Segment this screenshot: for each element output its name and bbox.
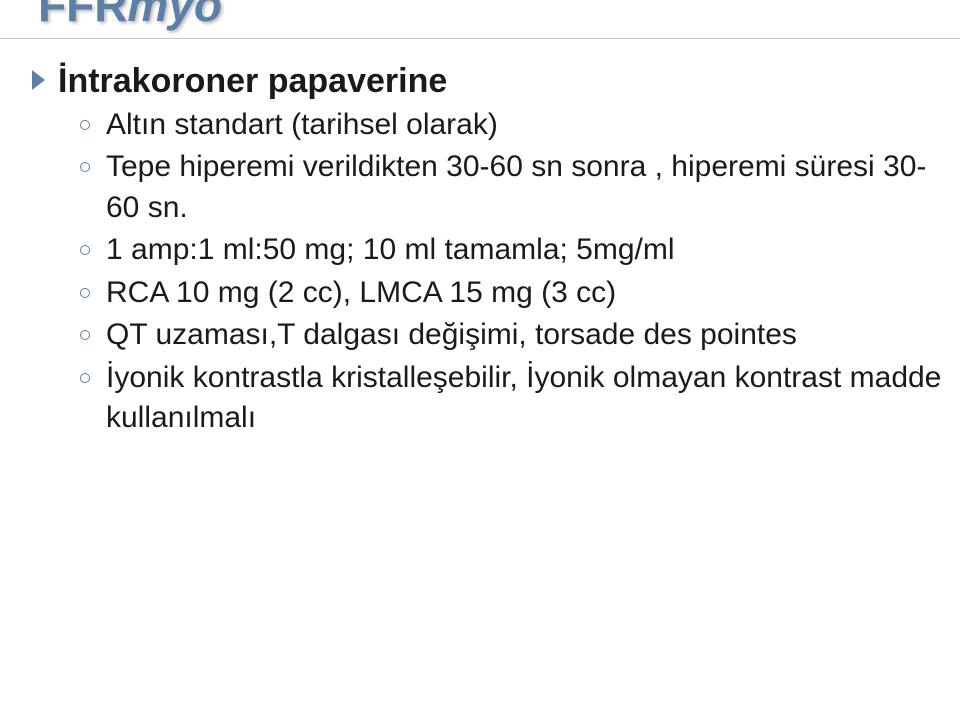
bullet-l2-text: 1 amp:1 ml:50 mg; 10 ml tamamla; 5mg/ml	[106, 233, 675, 266]
bullet-l2-item: RCA 10 mg (2 cc), LMCA 15 mg (3 cc)	[58, 273, 950, 314]
bullet-l2-text: Altın standart (tarihsel olarak)	[106, 108, 498, 141]
bullet-list-level2: Altın standart (tarihsel olarak) Tepe hi…	[58, 105, 950, 439]
bullet-l2-item: 1 amp:1 ml:50 mg; 10 ml tamamla; 5mg/ml	[58, 230, 950, 271]
bullet-l2-text: RCA 10 mg (2 cc), LMCA 15 mg (3 cc)	[106, 276, 616, 309]
bullet-l2-item: Tepe hiperemi verildikten 30-60 sn sonra…	[58, 147, 950, 228]
title-main: FFR	[38, 0, 127, 31]
bullet-list-level1: İntrakoroner papaverine Altın standart (…	[24, 60, 950, 439]
content-area: İntrakoroner papaverine Altın standart (…	[24, 60, 950, 441]
bullet-l1-text: İntrakoroner papaverine	[58, 62, 447, 100]
slide-title: FFRmyo	[38, 0, 222, 32]
bullet-l2-text: İyonik kontrastla kristalleşebilir, İyon…	[106, 361, 941, 435]
bullet-l2-item: İyonik kontrastla kristalleşebilir, İyon…	[58, 358, 950, 439]
bullet-l2-item: QT uzaması,T dalgası değişimi, torsade d…	[58, 315, 950, 356]
bullet-l2-text: QT uzaması,T dalgası değişimi, torsade d…	[106, 318, 797, 351]
title-underline	[0, 38, 960, 39]
bullet-l1: İntrakoroner papaverine Altın standart (…	[24, 60, 950, 439]
bullet-l2-text: Tepe hiperemi verildikten 30-60 sn sonra…	[106, 150, 926, 224]
bullet-l2-item: Altın standart (tarihsel olarak)	[58, 105, 950, 146]
title-italic: myo	[127, 0, 222, 31]
